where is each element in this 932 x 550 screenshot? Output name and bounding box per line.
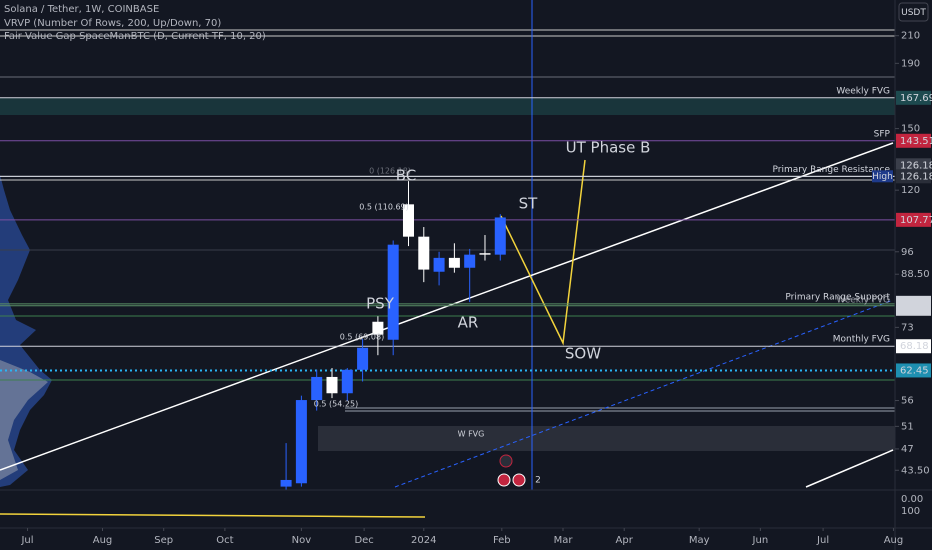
candle-body [357, 347, 369, 370]
y-tick-label: 210 [901, 31, 920, 42]
pane-tick-label: 0.00 [901, 494, 923, 505]
indicator-legend: VRVP (Number Of Rows, 200, Up/Down, 70) [4, 18, 221, 29]
y-tick-label: 150 [901, 124, 920, 135]
price-label: 107.77 [900, 215, 932, 226]
y-tick-label: 56 [901, 396, 914, 407]
event-icon[interactable] [497, 473, 511, 487]
wyckoff-label: UT Phase B [566, 139, 651, 157]
fib-label: 0.5 (54.25) [314, 400, 358, 409]
pane-tick-label: 100 [901, 506, 920, 517]
candle-body [402, 204, 414, 237]
wyckoff-label: BC [396, 167, 417, 185]
marker-label: 2 [535, 476, 541, 486]
y-tick-label: 120 [901, 185, 920, 196]
y-tick-label: 73 [901, 322, 914, 333]
x-tick-label: Jul [816, 535, 829, 546]
symbol-title: Solana / Tether, 1W, COINBASE [4, 4, 159, 15]
wyckoff-label: ST [519, 195, 539, 213]
fvg-zone [318, 426, 895, 451]
x-tick-label: Feb [493, 535, 511, 546]
price-label: 68.18 [900, 341, 929, 352]
candle-body [448, 257, 460, 268]
level-name: Primary Range Resistance [772, 165, 890, 175]
x-tick-label: Oct [216, 535, 233, 546]
level-name: Weekly FVG [836, 295, 890, 305]
level-name: Primary Range Support [785, 292, 890, 302]
level-name: Weekly FVG [836, 86, 890, 96]
candle-body [326, 376, 338, 394]
price-label: 126.18 [900, 160, 932, 171]
candle-body [311, 376, 323, 401]
candle-body [433, 257, 445, 272]
x-tick-label: Jul [20, 535, 33, 546]
candle-body [295, 400, 307, 484]
wyckoff-label: AR [458, 314, 479, 332]
trend-line [805, 449, 894, 488]
price-label-box [896, 212, 931, 227]
price-label-box [896, 363, 931, 378]
y-tick-label: 88.50 [901, 269, 930, 280]
candle-body [464, 254, 476, 268]
x-tick-label: Dec [354, 535, 373, 546]
candle-body [372, 321, 384, 335]
fib-label: 0 (126.18) [369, 167, 411, 176]
labels: BC PSY AR ST SOW UT Phase B 0 (126.18) 0.5 (110… [314, 139, 651, 486]
candle-body [387, 244, 399, 340]
level-name: SFP [874, 129, 891, 139]
level-name: Monthly FVG [833, 335, 890, 345]
fib-label: 0.5 (110.69) [359, 203, 409, 212]
price-label-box [896, 169, 931, 184]
tag-box [872, 170, 893, 183]
candle-body [280, 479, 292, 487]
price-label: 143.51 [900, 136, 932, 147]
currency-label[interactable]: USDT [901, 8, 926, 18]
y-tick-label: 43.50 [901, 465, 930, 476]
y-tick-label: 51 [901, 421, 914, 432]
y-tick-label: 96 [901, 247, 914, 258]
event-icon[interactable] [512, 473, 526, 487]
x-tick-label: Aug [93, 535, 113, 546]
volume-profile [0, 360, 48, 480]
price-label-box [896, 158, 931, 173]
candle-body [418, 236, 430, 270]
fib-label: 0.5 (69.08) [340, 333, 384, 342]
candle-body [341, 369, 353, 394]
x-tick-label: Jun [752, 535, 769, 546]
price-label: 78.94 [900, 304, 929, 315]
price-label-box [896, 90, 931, 105]
candle-body [494, 217, 506, 255]
candles [280, 181, 506, 490]
x-tick-label: Mar [554, 535, 574, 546]
currency-button[interactable] [898, 2, 929, 22]
wyckoff-label: PSY [366, 295, 395, 313]
wyckoff-label: SOW [565, 345, 601, 363]
price-label: 126.18 [900, 171, 932, 182]
x-tick-label: 2024 [411, 535, 436, 546]
price-label-box [896, 339, 931, 354]
trend-line [394, 299, 894, 488]
trend-line [0, 142, 894, 471]
indicator-legend: Fair Value Gap SpaceManBTC (D, Current T… [4, 31, 266, 42]
price-label: 167.69 [900, 93, 932, 104]
zone-label: W FVG [458, 430, 485, 439]
candle-body [479, 253, 491, 255]
path-drawing [500, 159, 586, 346]
x-tick-label: Aug [884, 535, 904, 546]
indicator-line [0, 513, 426, 518]
price-label-box [896, 133, 931, 148]
y-tick-label: 190 [901, 58, 920, 69]
x-tick-label: Nov [292, 535, 312, 546]
price-label: 62.45 [900, 365, 929, 376]
x-tick-label: Apr [616, 535, 634, 546]
level-tag: High [872, 172, 893, 182]
y-tick-label: 47 [901, 444, 914, 455]
price-label-box [896, 301, 931, 316]
x-tick-label: Sep [154, 535, 173, 546]
fvg-zone [0, 98, 895, 115]
x-tick-label: May [689, 535, 710, 546]
event-icon[interactable] [499, 454, 513, 468]
